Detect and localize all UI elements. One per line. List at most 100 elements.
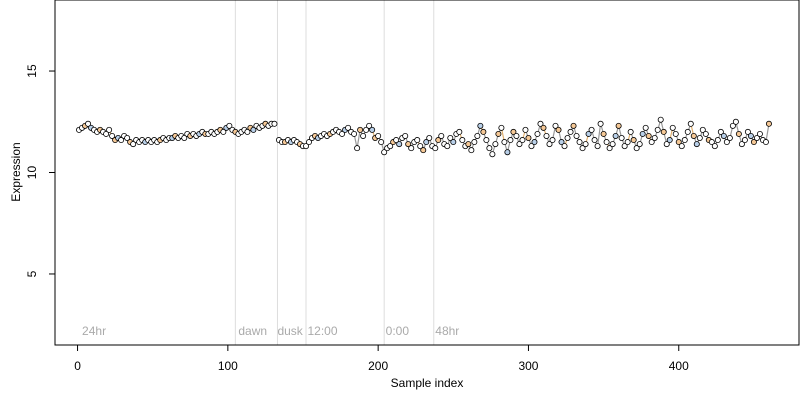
region-label-3: 12:00 [308,324,338,338]
data-point-s0-11 [109,132,116,139]
data-point-s2-98 [678,143,685,150]
data-point-s2-114 [726,134,733,141]
data-point-s2-44 [516,141,523,148]
data-point-s2-21 [447,134,454,141]
y-tick-label-1: 10 [25,166,39,180]
data-point-s2-35 [489,151,496,158]
data-point-s2-123 [753,134,760,141]
x-tick-label-4: 400 [669,359,689,373]
data-point-s2-82 [630,137,637,144]
data-point-s2-20 [444,143,451,150]
data-point-s2-109 [711,143,718,150]
data-point-s2-66 [582,141,589,148]
data-point-s2-75 [609,141,616,148]
data-point-s1-26 [354,145,361,152]
data-point-s2-28 [468,147,475,154]
region-label-4: 0:00 [386,324,410,338]
data-point-s2-87 [645,132,652,139]
series-2-segment-126 [765,123,770,143]
data-point-s2-84 [636,141,643,148]
data-point-s1-21 [339,130,346,137]
data-point-s2-45 [519,137,526,144]
data-point-s1-25 [351,130,358,137]
data-point-s2-13 [423,139,430,146]
data-point-s2-86 [642,124,649,131]
data-point-s1-28 [360,132,367,139]
data-point-s2-4 [396,141,403,148]
data-point-s2-40 [504,149,511,156]
data-point-s2-11 [417,143,424,150]
data-point-s2-93 [663,141,670,148]
data-point-s2-119 [741,137,748,144]
data-point-s0-3 [85,120,92,127]
data-point-s2-106 [702,130,709,137]
data-point-s2-81 [627,128,634,135]
data-point-s2-102 [690,132,697,139]
region-labels: 24hr dawn dusk 12:00 0:00 48hr [82,324,459,338]
data-point-s2-113 [723,139,730,146]
data-points [76,116,772,158]
data-point-s0-16 [124,134,131,141]
data-point-s2-68 [588,126,595,133]
data-point-s2-25 [459,137,466,144]
data-point-s2-31 [477,122,484,129]
data-point-s2-30 [474,132,481,139]
data-point-s2-10 [414,137,421,144]
x-axis: 0 100 200 300 400 [74,344,689,373]
data-point-s2-24 [456,128,463,135]
region-label-2: dusk [277,324,303,338]
data-point-s0-48 [220,128,227,135]
data-point-s2-48 [528,143,535,150]
y-tick-label-0: 5 [25,270,39,277]
data-point-s2-76 [612,132,619,139]
data-point-s1-35 [381,149,388,156]
data-point-s2-99 [681,137,688,144]
data-point-s1-31 [369,126,376,133]
data-point-s2-29 [471,139,478,146]
data-point-s2-89 [651,134,658,141]
region-label-5: 48hr [435,324,459,338]
data-point-s2-38 [498,124,505,131]
data-point-s2-58 [558,139,565,146]
data-point-s2-80 [624,139,631,146]
data-point-s2-77 [615,122,622,129]
data-point-s2-39 [501,139,508,146]
data-point-s1-27 [357,126,364,133]
data-point-s2-27 [465,141,472,148]
data-point-s2-85 [639,130,646,137]
data-point-s2-71 [597,120,604,127]
data-point-s2-49 [531,139,538,146]
data-point-s2-115 [729,122,736,129]
data-point-s2-83 [633,145,640,152]
data-point-s2-54 [546,141,553,148]
data-point-s2-52 [540,124,547,131]
data-point-s2-32 [480,128,487,135]
region-label-0: 24hr [82,324,106,338]
data-point-s1-33 [375,132,382,139]
data-point-s2-57 [555,126,562,133]
data-point-s0-18 [130,141,137,148]
data-point-s2-51 [537,120,544,127]
data-point-s2-73 [603,139,610,146]
data-point-s0-9 [103,130,110,137]
data-point-s2-50 [534,130,541,137]
data-point-s2-46 [522,126,529,133]
data-point-s2-33 [483,137,490,144]
x-tick-label-1: 100 [218,359,238,373]
series-1-segment-26 [356,129,361,149]
data-point-s2-64 [576,139,583,146]
data-point-s2-117 [735,130,742,137]
data-point-s2-90 [654,126,661,133]
data-point-s2-61 [567,128,574,135]
data-point-s2-78 [618,134,625,141]
data-point-s2-79 [621,143,628,150]
data-point-s2-59 [561,143,568,150]
data-point-s2-72 [600,130,607,137]
data-point-s2-3 [393,137,400,144]
data-point-s2-100 [684,128,691,135]
data-point-s2-74 [606,145,613,152]
data-point-s2-110 [714,137,721,144]
data-point-s2-105 [699,126,706,133]
data-point-s0-58 [250,126,257,133]
